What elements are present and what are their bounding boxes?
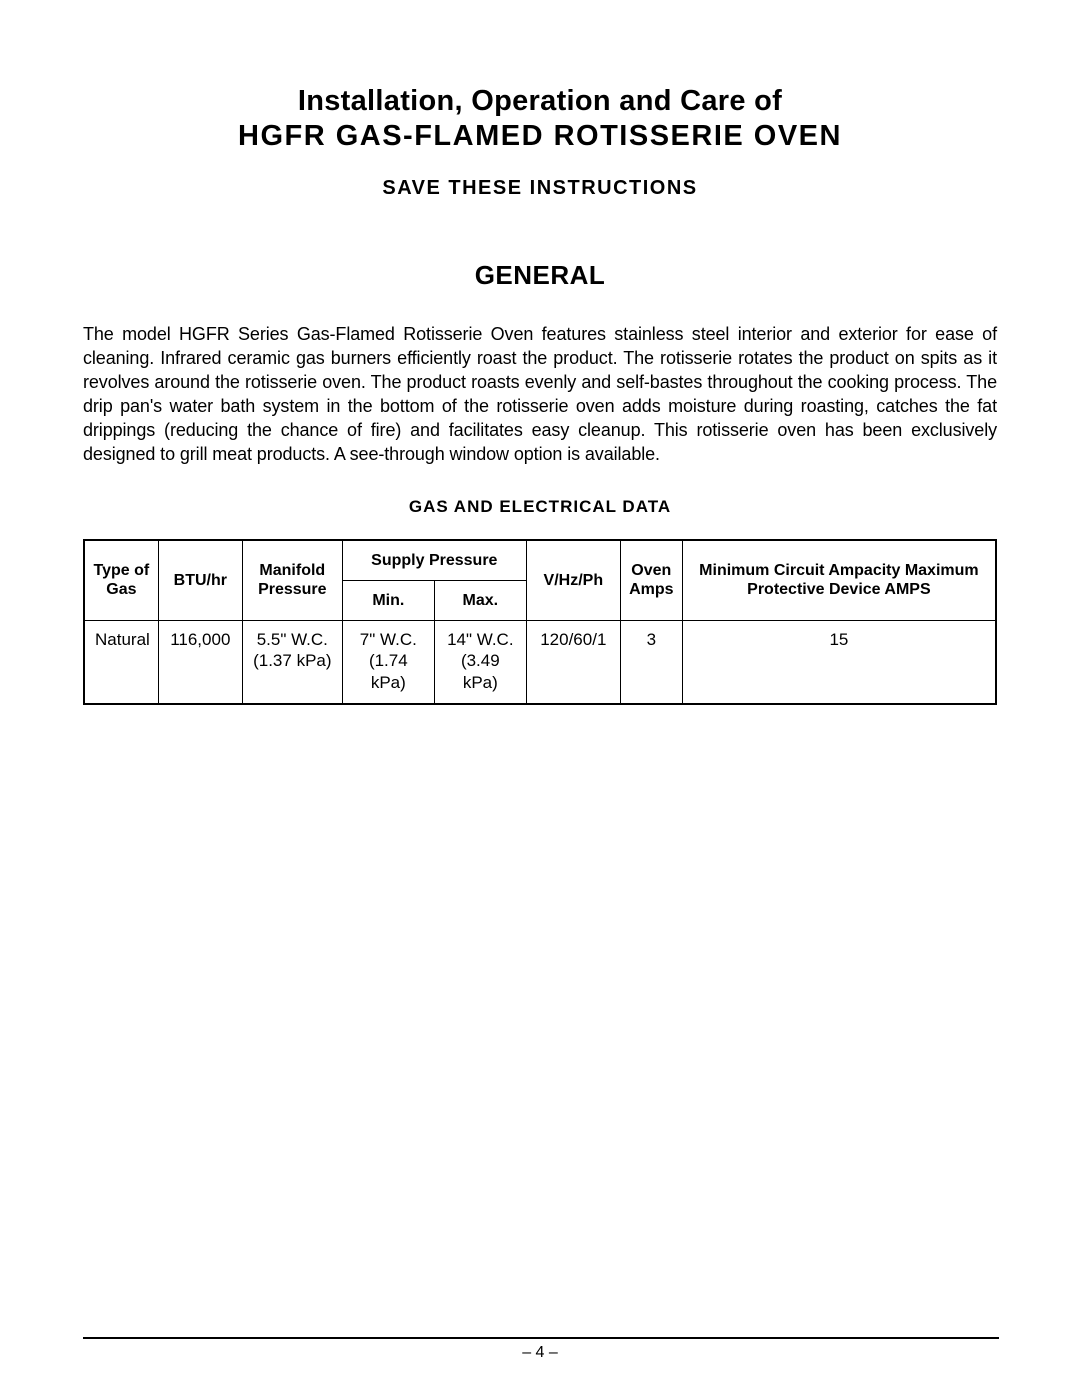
header-supply-pressure: Supply Pressure (342, 540, 526, 581)
general-paragraph: The model HGFR Series Gas-Flamed Rotisse… (83, 323, 997, 467)
header-max: Max. (434, 580, 526, 620)
cell-btu: 116,000 (158, 621, 242, 704)
title-line-2: HGFR GAS-FLAMED ROTISSERIE OVEN (83, 120, 997, 153)
cell-manifold-value: 5.5" W.C. (257, 630, 328, 649)
cell-gas-type: Natural (84, 621, 158, 704)
title-line-1: Installation, Operation and Care of (83, 85, 997, 118)
cell-manifold-kpa: (1.37 kPa) (253, 651, 331, 670)
gas-electrical-table: Type of Gas BTU/hr Manifold Pressure Sup… (83, 539, 997, 705)
cell-vhz: 120/60/1 (526, 621, 620, 704)
section-heading-general: GENERAL (83, 260, 997, 291)
cell-manifold: 5.5" W.C. (1.37 kPa) (242, 621, 342, 704)
cell-max: 14" W.C. (3.49 kPa) (434, 621, 526, 704)
header-min: Min. (342, 580, 434, 620)
subtitle: SAVE THESE INSTRUCTIONS (83, 177, 997, 200)
cell-min: 7" W.C. (1.74 kPa) (342, 621, 434, 704)
footer-rule (83, 1337, 999, 1339)
page-number: – 4 – (0, 1344, 1080, 1362)
cell-min-value: 7" W.C. (360, 630, 417, 649)
cell-min-kpa: (1.74 kPa) (369, 651, 408, 691)
cell-oven-amps: 3 (620, 621, 682, 704)
table-heading: GAS AND ELECTRICAL DATA (83, 497, 997, 517)
cell-circuit: 15 (682, 621, 996, 704)
header-vhz: V/Hz/Ph (526, 540, 620, 621)
header-circuit-ampacity: Minimum Circuit Ampacity Maximum Protect… (682, 540, 996, 621)
header-btu: BTU/hr (158, 540, 242, 621)
header-gas-type: Type of Gas (84, 540, 158, 621)
table-row: Natural 116,000 5.5" W.C. (1.37 kPa) 7" … (84, 621, 996, 704)
header-manifold: Manifold Pressure (242, 540, 342, 621)
cell-max-value: 14" W.C. (447, 630, 514, 649)
cell-max-kpa: (3.49 kPa) (461, 651, 500, 691)
header-oven-amps: Oven Amps (620, 540, 682, 621)
